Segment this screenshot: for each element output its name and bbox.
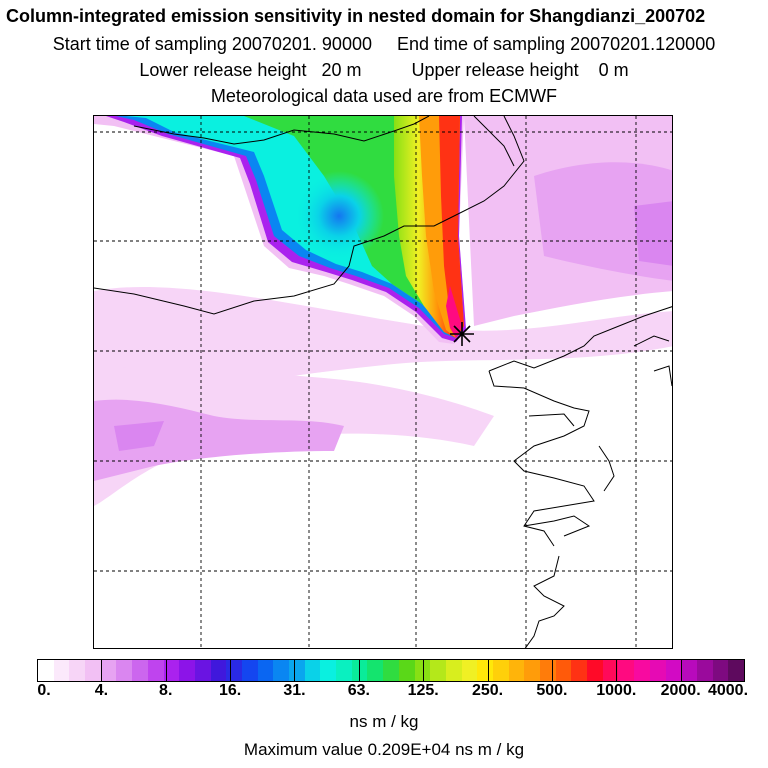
colorbar-segment: [430, 660, 446, 681]
colorbar-segment: [445, 660, 462, 681]
colorbar-segment: [414, 660, 431, 681]
colorbar-tick-label: 4.: [94, 682, 109, 699]
colorbar-segment: [38, 660, 54, 681]
colorbar-segment: [241, 660, 258, 681]
colorbar-segment: [555, 660, 572, 681]
colorbar-segment: [728, 660, 744, 681]
colorbar-divider: [423, 659, 425, 682]
sensitivity-map: [93, 115, 673, 649]
met-data-line: Meteorological data used are from ECMWF: [210, 86, 558, 106]
colorbar-segment: [179, 660, 195, 681]
colorbar-segment: [132, 660, 148, 681]
plot-title: Column-integrated emission sensitivity i…: [6, 6, 706, 26]
colorbar-segment: [634, 660, 650, 681]
colorbar-segment: [336, 660, 352, 681]
colorbar-segment: [147, 660, 164, 681]
map-canvas: [94, 116, 672, 648]
colorbar-units: ns m / kg: [349, 712, 419, 731]
colorbar-segment: [712, 660, 729, 681]
colorbar-segment: [587, 660, 603, 681]
colorbar-segment: [383, 660, 399, 681]
max-value-label: Maximum value 0.209E+04 ns m / kg: [243, 740, 525, 759]
colorbar-segment: [194, 660, 211, 681]
colorbar-segment: [508, 660, 525, 681]
colorbar-segment: [320, 660, 337, 681]
colorbar-segment: [602, 660, 619, 681]
colorbar-segment: [540, 660, 556, 681]
colorbar: [37, 659, 745, 682]
colorbar-divider: [551, 659, 553, 682]
release-site-cross-icon: [450, 322, 474, 346]
sampling-time-line: Start time of sampling 20070201. 90000 E…: [52, 34, 716, 54]
high-sensitivity-plume: [94, 116, 466, 344]
coastline: [94, 116, 672, 648]
colorbar-divider: [616, 659, 618, 682]
colorbar-segment: [696, 660, 713, 681]
colorbar-segment: [665, 660, 682, 681]
colorbar-segment: [116, 660, 133, 681]
colorbar-tick-label: 63.: [347, 682, 370, 699]
colorbar-divider: [358, 659, 360, 682]
colorbar-tick-label: 31.: [283, 682, 306, 699]
colorbar-tick-label: 250.: [471, 682, 504, 699]
colorbar-divider: [101, 659, 103, 682]
colorbar-segment: [163, 660, 180, 681]
colorbar-segment: [85, 660, 101, 681]
colorbar-divider: [680, 659, 682, 682]
colorbar-segment: [618, 660, 635, 681]
colorbar-segment: [257, 660, 274, 681]
colorbar-tick-label: 16.: [218, 682, 242, 699]
colorbar-segment: [100, 660, 117, 681]
colorbar-tick-label: 500.: [536, 682, 568, 699]
colorbar-segment: [492, 660, 509, 681]
colorbar-segment: [367, 660, 384, 681]
colorbar-tick-label: 0.: [37, 682, 51, 699]
colorbar-segment: [210, 660, 227, 681]
colorbar-segment: [477, 660, 493, 681]
colorbar-tick-label: 1000.: [596, 682, 637, 699]
colorbar-segment: [649, 660, 666, 681]
colorbar-segment: [524, 660, 540, 681]
colorbar-divider: [230, 659, 232, 682]
colorbar-segment: [53, 660, 70, 681]
colorbar-tick-label: 4000.: [707, 682, 749, 699]
colorbar-segment: [398, 660, 415, 681]
colorbar-segment: [226, 660, 242, 681]
colorbar-divider: [487, 659, 489, 682]
colorbar-tick-label: 125.: [407, 682, 439, 699]
colorbar-segment: [273, 660, 289, 681]
colorbar-segment: [461, 660, 478, 681]
colorbar-segment: [304, 660, 321, 681]
release-height-line: Lower release height 20 m Upper release …: [139, 60, 629, 80]
colorbar-segment: [69, 660, 86, 681]
colorbar-segment: [571, 660, 588, 681]
colorbar-segment: [681, 660, 697, 681]
colorbar-divider: [294, 659, 296, 682]
lat-lon-grid: [94, 116, 672, 648]
colorbar-tick-label: 8.: [159, 682, 173, 699]
colorbar-tick-label: 2000.: [660, 682, 701, 699]
colorbar-segment: [289, 660, 305, 681]
low-sensitivity-field: [94, 116, 672, 506]
colorbar-divider: [165, 659, 167, 682]
